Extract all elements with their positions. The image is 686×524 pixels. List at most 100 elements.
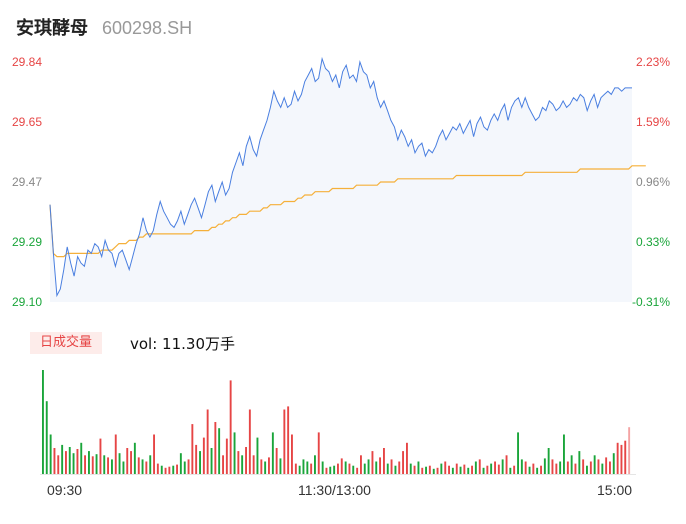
volume-bar bbox=[283, 409, 286, 474]
volume-bar bbox=[229, 380, 232, 474]
price-line bbox=[49, 56, 632, 298]
volume-bar bbox=[72, 453, 75, 474]
percent-tick-lower: 0.33% bbox=[635, 235, 670, 249]
volume-bar bbox=[310, 463, 313, 474]
volume-bar bbox=[390, 459, 393, 474]
volume-bar bbox=[45, 401, 48, 474]
volume-bar bbox=[248, 409, 251, 474]
volume-bar bbox=[122, 461, 125, 474]
volume-bar bbox=[103, 455, 106, 474]
price-tick-high: 29.84 bbox=[12, 55, 43, 69]
volume-bar bbox=[398, 461, 401, 474]
chart-header: 安琪酵母 600298.SH bbox=[16, 14, 193, 39]
volume-bar bbox=[417, 461, 420, 474]
volume-bar bbox=[371, 451, 374, 474]
volume-bar bbox=[536, 467, 539, 474]
volume-bar bbox=[589, 461, 592, 474]
stock-code: 600298.SH bbox=[102, 18, 193, 38]
volume-bar bbox=[88, 451, 90, 474]
volume-bar bbox=[386, 463, 389, 474]
average-price-line bbox=[49, 165, 646, 258]
volume-bar bbox=[118, 453, 121, 474]
volume-bar bbox=[91, 456, 94, 474]
volume-bar bbox=[160, 465, 163, 474]
percent-tick-mid: 0.96% bbox=[635, 175, 670, 189]
volume-bar bbox=[486, 465, 489, 474]
volume-bar bbox=[76, 449, 79, 474]
volume-bar bbox=[279, 458, 282, 474]
volume-bar bbox=[494, 461, 496, 474]
volume-bar bbox=[543, 458, 546, 474]
volume-bar bbox=[256, 437, 259, 474]
volume-bar bbox=[356, 467, 359, 474]
volume-bar bbox=[61, 444, 64, 474]
volume-bar bbox=[126, 448, 129, 474]
volume-bar bbox=[467, 467, 470, 474]
volume-bar bbox=[317, 432, 320, 474]
volume-bar bbox=[455, 463, 458, 474]
volume-bar bbox=[394, 465, 397, 474]
volume-bar bbox=[612, 453, 615, 474]
volume-bar bbox=[471, 465, 473, 474]
volume-bar bbox=[264, 461, 267, 474]
volume-bar bbox=[325, 467, 328, 474]
volume-bar bbox=[321, 461, 324, 474]
price-area-fill bbox=[50, 58, 632, 302]
volume-bar bbox=[586, 465, 588, 474]
volume-bar bbox=[444, 461, 447, 474]
volume-bar bbox=[524, 461, 527, 474]
volume-bar bbox=[440, 463, 443, 474]
volume-bar bbox=[432, 468, 435, 474]
volume-bar bbox=[337, 463, 339, 474]
volume-bar bbox=[202, 437, 205, 474]
volume-bar bbox=[490, 463, 493, 474]
volume-bar bbox=[360, 455, 362, 474]
volume-bar bbox=[340, 458, 343, 474]
volume-bar bbox=[463, 464, 466, 474]
volume-bar bbox=[509, 467, 512, 474]
volume-bar bbox=[241, 455, 244, 474]
volume-bar bbox=[168, 466, 171, 474]
volume-bar bbox=[214, 422, 217, 474]
volume-bar bbox=[291, 434, 293, 474]
volume-bar bbox=[505, 455, 508, 474]
percent-tick-high: 2.23% bbox=[635, 55, 670, 69]
volume-tag: 日成交量 bbox=[30, 332, 103, 354]
volume-bar bbox=[344, 461, 347, 474]
volume-bar bbox=[413, 465, 416, 474]
volume-bar bbox=[210, 448, 213, 474]
volume-bar bbox=[363, 463, 366, 474]
volume-bar bbox=[555, 463, 558, 474]
volume-bar bbox=[402, 451, 404, 474]
time-tick-open: 09:30 bbox=[47, 482, 83, 498]
price-tick-mid: 29.47 bbox=[12, 175, 43, 189]
volume-bar bbox=[563, 434, 565, 474]
volume-bar bbox=[620, 444, 623, 474]
price-tick-lower: 29.29 bbox=[12, 235, 43, 249]
volume-bar bbox=[298, 465, 301, 474]
volume-bar bbox=[421, 467, 424, 474]
volume-bar bbox=[425, 466, 427, 474]
volume-bar bbox=[42, 370, 44, 474]
volume-bar bbox=[84, 455, 86, 474]
volume-bar bbox=[99, 438, 102, 474]
volume-bar bbox=[547, 448, 550, 474]
volume-bar bbox=[111, 459, 113, 474]
volume-bar bbox=[528, 466, 531, 474]
volume-bar bbox=[406, 442, 408, 474]
volume-bar bbox=[145, 461, 148, 474]
volume-bar bbox=[409, 463, 412, 474]
stock-name: 安琪酵母 bbox=[16, 18, 88, 39]
volume-bar bbox=[474, 461, 477, 474]
volume-bar bbox=[367, 459, 370, 474]
volume-bar bbox=[95, 454, 98, 474]
time-tick-midday: 11:30/13:00 bbox=[298, 482, 371, 498]
volume-bar bbox=[459, 466, 462, 474]
volume-bar bbox=[130, 451, 132, 474]
volume-bar bbox=[517, 432, 519, 474]
volume-bar bbox=[225, 438, 228, 474]
volume-bar bbox=[582, 459, 585, 474]
volume-bar bbox=[172, 465, 175, 474]
volume-bar bbox=[294, 463, 297, 474]
volume-bar bbox=[176, 464, 178, 474]
